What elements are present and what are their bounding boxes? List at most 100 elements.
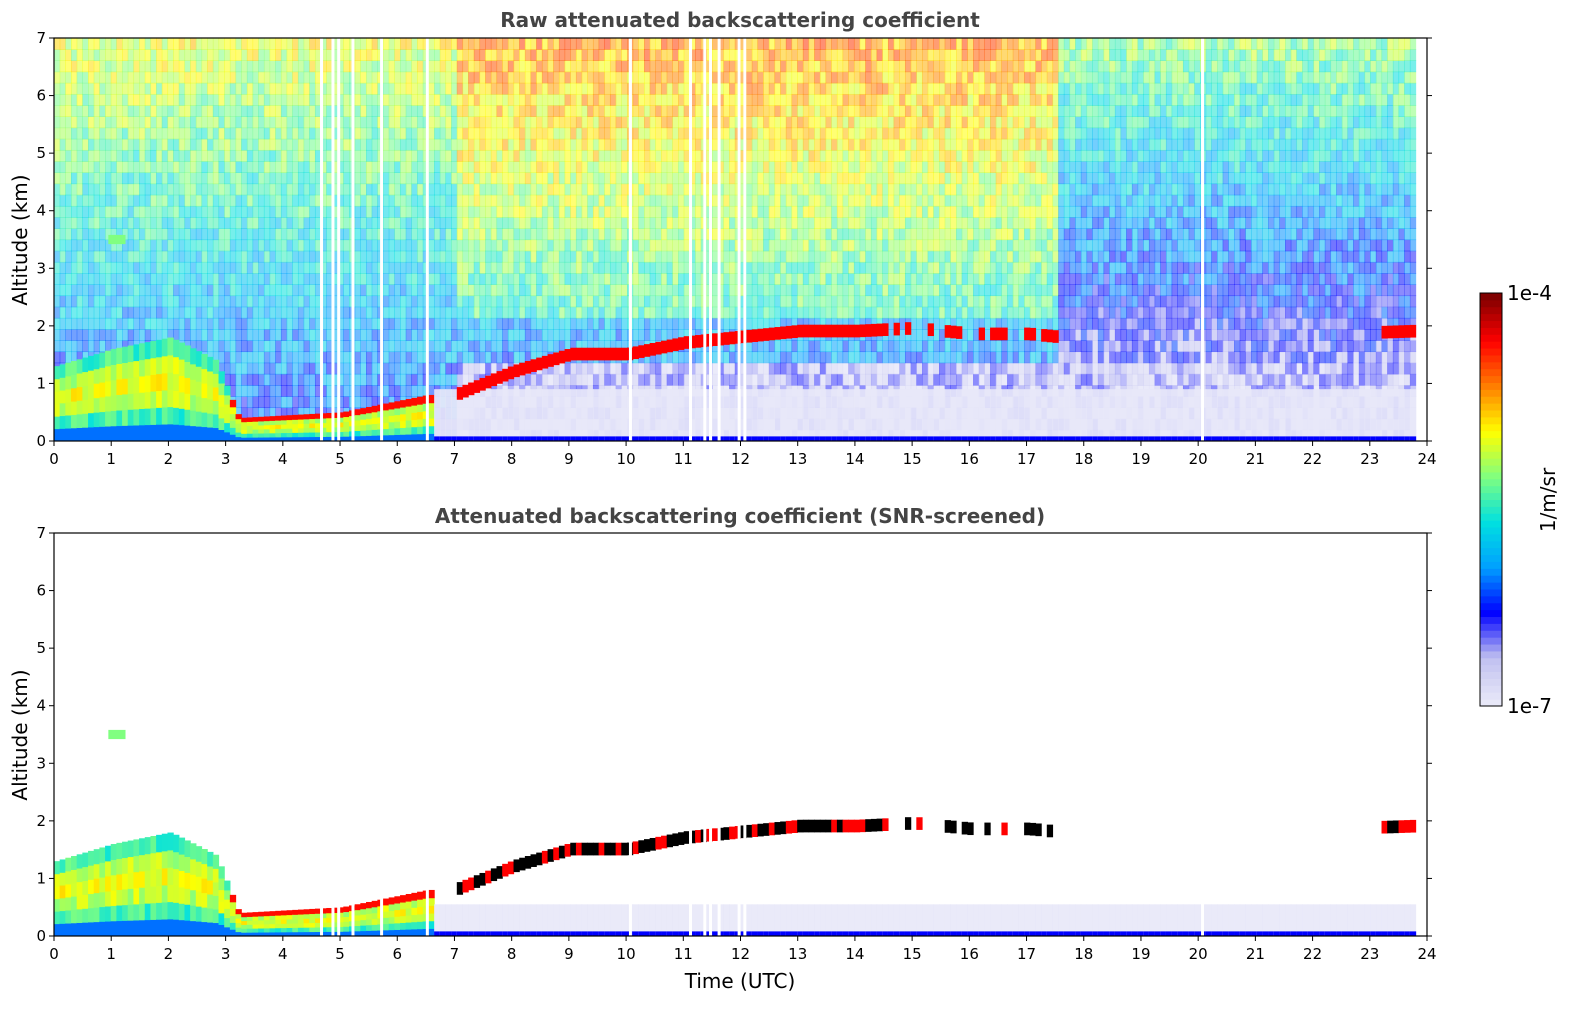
heatmap-cell — [167, 116, 174, 129]
heatmap-cell — [258, 340, 265, 353]
heatmap-cell — [434, 261, 441, 274]
heatmap-cell — [144, 306, 152, 319]
heatmap-cell — [93, 82, 100, 95]
heatmap-cell — [615, 205, 622, 218]
heatmap-cell — [689, 194, 696, 207]
heatmap-cell — [88, 93, 95, 106]
heatmap-cell — [672, 60, 679, 73]
heatmap-cell — [768, 38, 776, 50]
heatmap-cell — [445, 93, 452, 106]
heatmap-cell — [485, 340, 492, 353]
heatmap-cell — [139, 127, 146, 140]
heatmap-cell — [235, 239, 242, 252]
heatmap-cell — [173, 317, 180, 330]
heatmap-cell — [797, 60, 804, 73]
heatmap-cell — [314, 138, 322, 151]
heatmap-cell — [570, 149, 577, 162]
heatmap-cell — [383, 329, 390, 341]
heatmap-cell — [195, 71, 203, 84]
heatmap-cell — [54, 317, 61, 330]
heatmap-cell — [212, 105, 220, 117]
heatmap-cell — [581, 60, 588, 73]
heatmap-cell — [751, 351, 759, 364]
heatmap-cell — [609, 172, 617, 185]
heatmap-cell — [218, 306, 225, 319]
heatmap-cell — [632, 317, 639, 330]
heatmap-cell — [127, 105, 135, 117]
heatmap-cell — [513, 138, 520, 151]
heatmap-cell — [269, 250, 276, 263]
heatmap-cell — [496, 284, 503, 297]
heatmap-cell — [485, 261, 492, 274]
heatmap-cell — [598, 217, 605, 229]
heatmap-cell — [218, 138, 225, 151]
heatmap-cell — [303, 49, 310, 61]
heatmap-cell — [400, 329, 407, 341]
heatmap-cell — [456, 183, 464, 196]
heatmap-cell — [870, 317, 878, 330]
heatmap-cell — [853, 82, 861, 95]
heatmap-cell — [507, 340, 515, 353]
heatmap-cell — [672, 351, 679, 364]
heatmap-cell — [71, 138, 78, 151]
heatmap-cell — [836, 38, 844, 50]
heatmap-cell — [536, 60, 543, 73]
heatmap-cell — [167, 183, 174, 196]
heatmap-cell — [632, 82, 639, 95]
heatmap-cell — [303, 194, 310, 207]
heatmap-cell — [797, 82, 804, 95]
heatmap-cell — [553, 228, 560, 241]
heatmap-cell — [286, 396, 293, 409]
heatmap-cell — [354, 295, 361, 308]
heatmap-cell — [184, 194, 191, 207]
heatmap-cell — [411, 161, 418, 173]
heatmap-cell — [870, 149, 878, 162]
heatmap-cell — [638, 172, 645, 185]
heatmap-cell — [882, 306, 889, 319]
heatmap-cell — [558, 71, 566, 84]
heatmap-cell — [876, 295, 883, 308]
heatmap-cell — [519, 194, 526, 207]
heatmap-cell — [644, 217, 651, 229]
heatmap-cell — [814, 138, 821, 151]
heatmap-cell — [207, 317, 214, 330]
heatmap-cell — [678, 295, 685, 308]
heatmap-cell — [411, 138, 418, 151]
heatmap-cell — [604, 340, 611, 353]
heatmap-cell — [604, 127, 611, 140]
heatmap-cell — [292, 273, 299, 285]
heatmap-cell — [592, 60, 600, 73]
heatmap-cell — [536, 127, 543, 140]
heatmap-cell — [655, 239, 662, 252]
heatmap-cell — [547, 205, 554, 218]
heatmap-cell — [808, 105, 815, 117]
heatmap-cell — [547, 172, 554, 185]
heatmap-cell — [235, 205, 242, 218]
heatmap-cell — [479, 306, 486, 319]
heatmap-cell — [394, 105, 401, 117]
heatmap-cell — [218, 239, 225, 252]
heatmap-cell — [201, 183, 208, 196]
heatmap-cell — [331, 71, 339, 84]
heatmap-cell — [229, 127, 237, 140]
heatmap-cell — [360, 138, 367, 151]
heatmap-cell — [54, 49, 61, 61]
heatmap-cell — [201, 228, 208, 241]
heatmap-cell — [865, 250, 872, 263]
heatmap-cell — [360, 373, 367, 386]
heatmap-cell — [768, 205, 776, 218]
heatmap-cell — [836, 228, 844, 241]
heatmap-cell — [853, 38, 861, 50]
heatmap-cell — [519, 340, 526, 353]
heatmap-cell — [82, 116, 89, 129]
heatmap-cell — [797, 295, 804, 308]
heatmap-cell — [683, 71, 690, 84]
heatmap-cell — [519, 284, 526, 297]
heatmap-cell — [417, 385, 424, 397]
heatmap-cell — [229, 105, 237, 117]
heatmap-cell — [241, 127, 248, 140]
heatmap-cell — [808, 373, 815, 386]
heatmap-cell — [371, 306, 378, 319]
heatmap-cell — [371, 205, 378, 218]
heatmap-cell — [93, 205, 100, 218]
